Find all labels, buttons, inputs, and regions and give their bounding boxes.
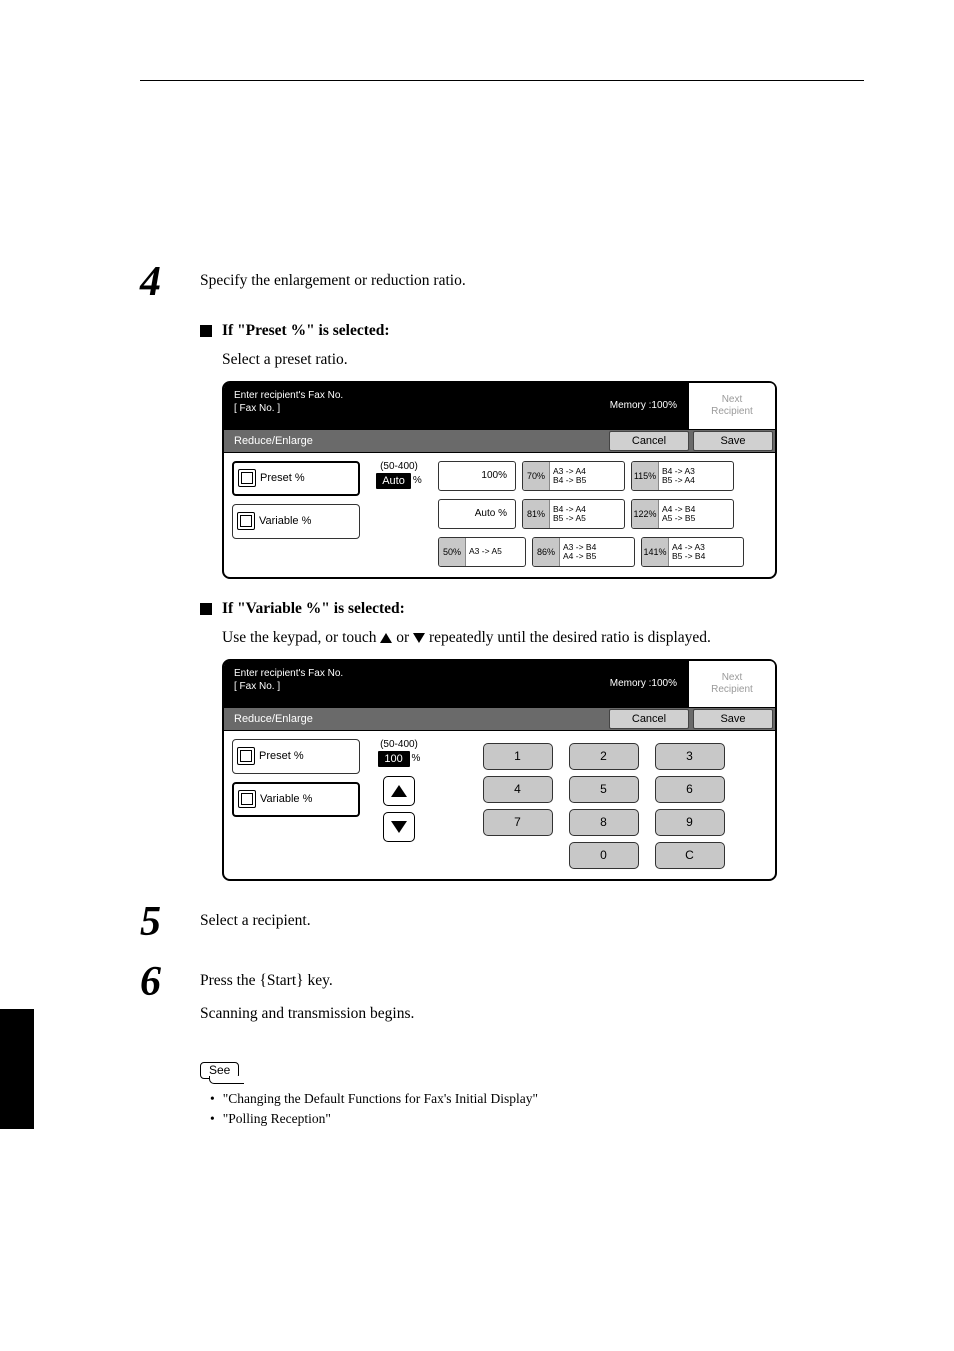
ratio-115-button[interactable]: 115%B4 -> A3 B5 -> A4 [631,461,734,491]
preset-percent-button[interactable]: Preset % [232,739,360,774]
step5-text: Select a recipient. [200,901,864,932]
cancel-button[interactable]: Cancel [609,431,689,451]
keypad: 1 2 3 4 5 6 7 8 9 0 C [438,739,769,869]
down-arrow-icon [413,633,425,643]
range-unit: % [413,475,422,486]
key-9[interactable]: 9 [655,809,725,836]
key-7[interactable]: 7 [483,809,553,836]
preset-percent-button[interactable]: Preset % [232,461,360,496]
ratio-122-button[interactable]: 122%A4 -> B4 A5 -> B5 [631,499,734,529]
increase-button[interactable] [383,776,415,806]
ratio-70-button[interactable]: 70%A3 -> A4 B4 -> B5 [522,461,625,491]
variable-percent-button[interactable]: Variable % [232,504,360,539]
preset-icon [237,747,255,765]
ratio-50-button[interactable]: 50%A3 -> A5 [438,537,526,567]
see-reference-list: "Changing the Default Functions for Fax'… [210,1089,864,1130]
up-arrow-icon [380,633,392,643]
key-1[interactable]: 1 [483,743,553,770]
variable-icon [237,512,255,530]
see-item: "Polling Reception" [210,1109,864,1129]
preset-icon [238,469,256,487]
bullet-preset-label: If "Preset %" is selected: [222,321,390,342]
panel-header-text: Enter recipient's Fax No. [ Fax No. ] [224,661,577,707]
ratio-81-button[interactable]: 81%B4 -> A4 B5 -> A5 [522,499,625,529]
ratio-100-button[interactable]: 100% [438,461,516,491]
memory-indicator: Memory :100% [577,383,687,429]
memory-indicator: Memory :100% [577,661,687,707]
horizontal-rule [140,80,864,81]
ratio-141-button[interactable]: 141%A4 -> A3 B5 -> B4 [641,537,744,567]
bullet-icon [200,325,212,337]
step5-number: 5 [140,901,200,943]
range-value: Auto [376,473,411,489]
save-button[interactable]: Save [693,431,773,451]
next-recipient-button[interactable]: NextRecipient [687,661,775,707]
bullet-icon [200,603,212,615]
variable-percent-button[interactable]: Variable % [232,782,360,817]
step4-number: 4 [140,261,200,303]
panel-title: Reduce/Enlarge [224,430,607,452]
decrease-button[interactable] [383,812,415,842]
range-label: (50-400) [380,461,418,472]
key-clear[interactable]: C [655,842,725,869]
next-recipient-button[interactable]: NextRecipient [687,383,775,429]
step4-text: Specify the enlargement or reduction rat… [200,261,864,292]
range-unit: % [412,753,421,764]
key-6[interactable]: 6 [655,776,725,803]
ratio-86-button[interactable]: 86%A3 -> B4 A4 -> B5 [532,537,635,567]
see-item: "Changing the Default Functions for Fax'… [210,1089,864,1109]
key-5[interactable]: 5 [569,776,639,803]
cancel-button[interactable]: Cancel [609,709,689,729]
key-3[interactable]: 3 [655,743,725,770]
step6-text: Press the {Start} key. [200,971,864,992]
key-0[interactable]: 0 [569,842,639,869]
see-reference-label: See [200,1062,239,1079]
step6-after: Scanning and transmission begins. [200,1004,864,1025]
preset-panel: Enter recipient's Fax No. [ Fax No. ] Me… [222,381,777,579]
preset-description: Select a preset ratio. [222,350,864,371]
step6-number: 6 [140,961,200,1003]
side-tab [0,1009,34,1129]
key-4[interactable]: 4 [483,776,553,803]
range-label: (50-400) [380,739,418,750]
key-2[interactable]: 2 [569,743,639,770]
save-button[interactable]: Save [693,709,773,729]
variable-description: Use the keypad, or touch or repeatedly u… [222,628,864,649]
variable-panel: Enter recipient's Fax No. [ Fax No. ] Me… [222,659,777,881]
panel-title: Reduce/Enlarge [224,708,607,730]
ratio-auto-button[interactable]: Auto % [438,499,516,529]
panel-header-text: Enter recipient's Fax No. [ Fax No. ] [224,383,577,429]
range-value: 100 [378,751,410,767]
variable-icon [238,790,256,808]
bullet-variable-label: If "Variable %" is selected: [222,599,405,620]
key-8[interactable]: 8 [569,809,639,836]
